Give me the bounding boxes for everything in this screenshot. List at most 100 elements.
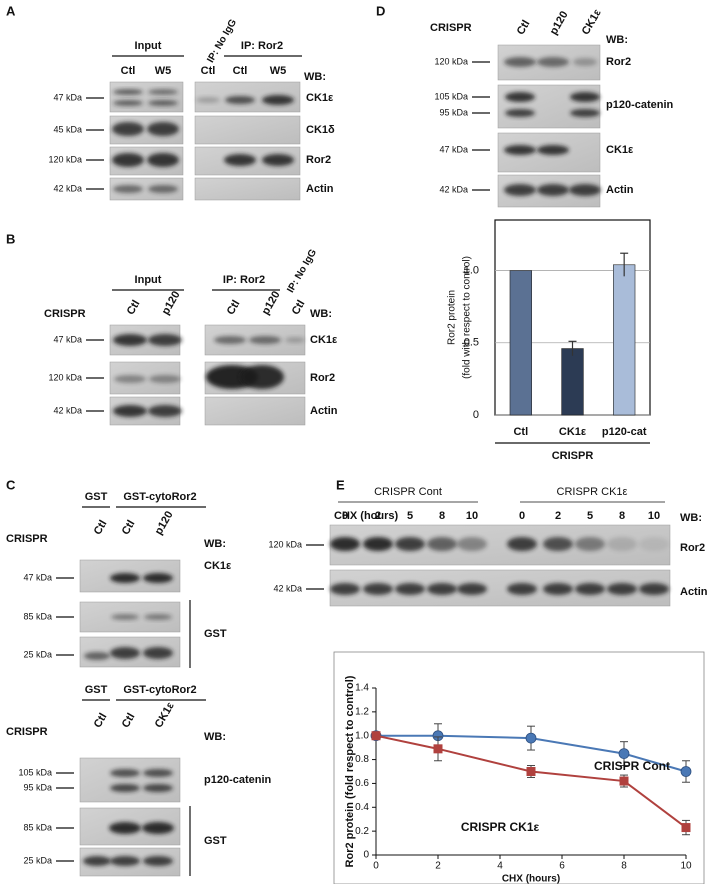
wb-label: WB: bbox=[204, 731, 226, 743]
protein-label: Actin bbox=[310, 405, 338, 417]
band bbox=[504, 57, 536, 67]
lane-label: 10 bbox=[648, 510, 660, 522]
x-tick-label: 2 bbox=[435, 861, 441, 872]
band bbox=[148, 185, 178, 193]
blot bbox=[204, 396, 306, 426]
size-marker: 42 kDa bbox=[273, 583, 302, 593]
row-label: CRISPR bbox=[6, 726, 48, 738]
wb-label: WB: bbox=[304, 71, 326, 83]
band bbox=[575, 537, 605, 551]
band bbox=[639, 583, 669, 595]
lane-label: Ctl bbox=[201, 65, 216, 77]
panel-letter: A bbox=[6, 3, 16, 18]
y-axis-label: Ror2 protein bbox=[447, 290, 458, 345]
band bbox=[225, 96, 255, 104]
point bbox=[618, 748, 630, 760]
band bbox=[537, 184, 569, 196]
size-marker: 47 kDa bbox=[23, 572, 52, 582]
band bbox=[570, 92, 600, 102]
lane-label: Ctl bbox=[120, 711, 138, 730]
protein-label: CK1ε bbox=[310, 334, 338, 346]
row-label: CRISPR bbox=[430, 22, 472, 34]
wb-label: WB: bbox=[310, 308, 332, 320]
x-tick-label: Ctl bbox=[513, 426, 528, 438]
blot bbox=[497, 84, 601, 129]
lane-label: p120 bbox=[548, 9, 571, 37]
lane-label: Ctl bbox=[92, 518, 110, 537]
band bbox=[575, 583, 605, 595]
band bbox=[537, 57, 569, 67]
bar bbox=[561, 348, 584, 416]
lane-label: p120 bbox=[160, 289, 183, 317]
protein-label: Ror2 bbox=[680, 542, 705, 554]
lane-label: 2 bbox=[375, 510, 381, 522]
group-label: IP: Ror2 bbox=[223, 274, 265, 286]
size-marker: 42 kDa bbox=[439, 184, 468, 194]
lane-label: Ctl bbox=[92, 711, 110, 730]
y-tick-label: 0.8 bbox=[355, 754, 369, 765]
panel-letter: E bbox=[336, 477, 345, 492]
lane-label: p120 bbox=[260, 289, 283, 317]
blot bbox=[194, 177, 301, 201]
lane-label: Ctl bbox=[225, 298, 243, 317]
band bbox=[285, 337, 305, 343]
band bbox=[330, 583, 360, 595]
lane-label: CK1ε bbox=[153, 700, 177, 730]
size-marker: 47 kDa bbox=[439, 144, 468, 154]
protein-label: CK1ε bbox=[306, 92, 334, 104]
size-marker: 105 kDa bbox=[18, 767, 52, 777]
bar bbox=[509, 270, 532, 416]
x-axis-label: CHX (hours) bbox=[502, 874, 560, 884]
band bbox=[427, 583, 457, 595]
group-label: Input bbox=[135, 274, 162, 286]
size-marker: 47 kDa bbox=[53, 92, 82, 102]
size-marker: 85 kDa bbox=[23, 611, 52, 621]
panel-letter: C bbox=[6, 477, 16, 492]
size-marker: 105 kDa bbox=[434, 91, 468, 101]
group-label: CRISPR CK1ε bbox=[557, 486, 628, 498]
protein-label: Actin bbox=[680, 586, 708, 598]
lane-label: CK1ε bbox=[580, 7, 604, 37]
band bbox=[114, 375, 146, 383]
panel-letter: B bbox=[6, 231, 15, 246]
band bbox=[504, 145, 536, 155]
lane-label: W5 bbox=[155, 65, 172, 77]
blot bbox=[194, 115, 301, 145]
y-tick-label: 0.5 bbox=[464, 337, 479, 349]
band bbox=[607, 537, 637, 551]
band bbox=[148, 334, 182, 346]
x-tick-label: p120-cat bbox=[602, 426, 647, 438]
band bbox=[537, 145, 569, 155]
y-tick-label: 1.0 bbox=[464, 264, 479, 276]
y-tick-label: 0 bbox=[473, 409, 479, 421]
band bbox=[507, 583, 537, 595]
band bbox=[504, 184, 536, 196]
lane-label: Ctl bbox=[125, 298, 143, 317]
lane-label: Ctl bbox=[515, 18, 533, 37]
wb-label: WB: bbox=[204, 538, 226, 550]
wb-label: WB: bbox=[680, 512, 702, 524]
size-marker: 42 kDa bbox=[53, 183, 82, 193]
bar bbox=[613, 264, 636, 416]
group-label: GST-cytoRor2 bbox=[123, 491, 196, 503]
band bbox=[569, 184, 601, 196]
protein-label: CK1ε bbox=[606, 144, 634, 156]
size-marker: 42 kDa bbox=[53, 405, 82, 415]
group-label: GST-cytoRor2 bbox=[123, 684, 196, 696]
y-axis-label: Ror2 protein (fold respect to control) bbox=[344, 675, 356, 867]
band bbox=[143, 784, 173, 792]
band bbox=[148, 100, 178, 106]
band bbox=[262, 154, 294, 166]
point bbox=[371, 731, 381, 741]
point bbox=[680, 766, 692, 777]
x-tick-label: 10 bbox=[680, 861, 692, 872]
band bbox=[84, 652, 110, 660]
band bbox=[148, 405, 182, 417]
protein-label: Actin bbox=[606, 184, 634, 196]
protein-label: Ror2 bbox=[306, 154, 331, 166]
y-tick-label: 0 bbox=[363, 850, 369, 861]
point bbox=[433, 744, 443, 754]
band bbox=[573, 58, 597, 66]
series-label: CRISPR Cont bbox=[594, 759, 670, 773]
